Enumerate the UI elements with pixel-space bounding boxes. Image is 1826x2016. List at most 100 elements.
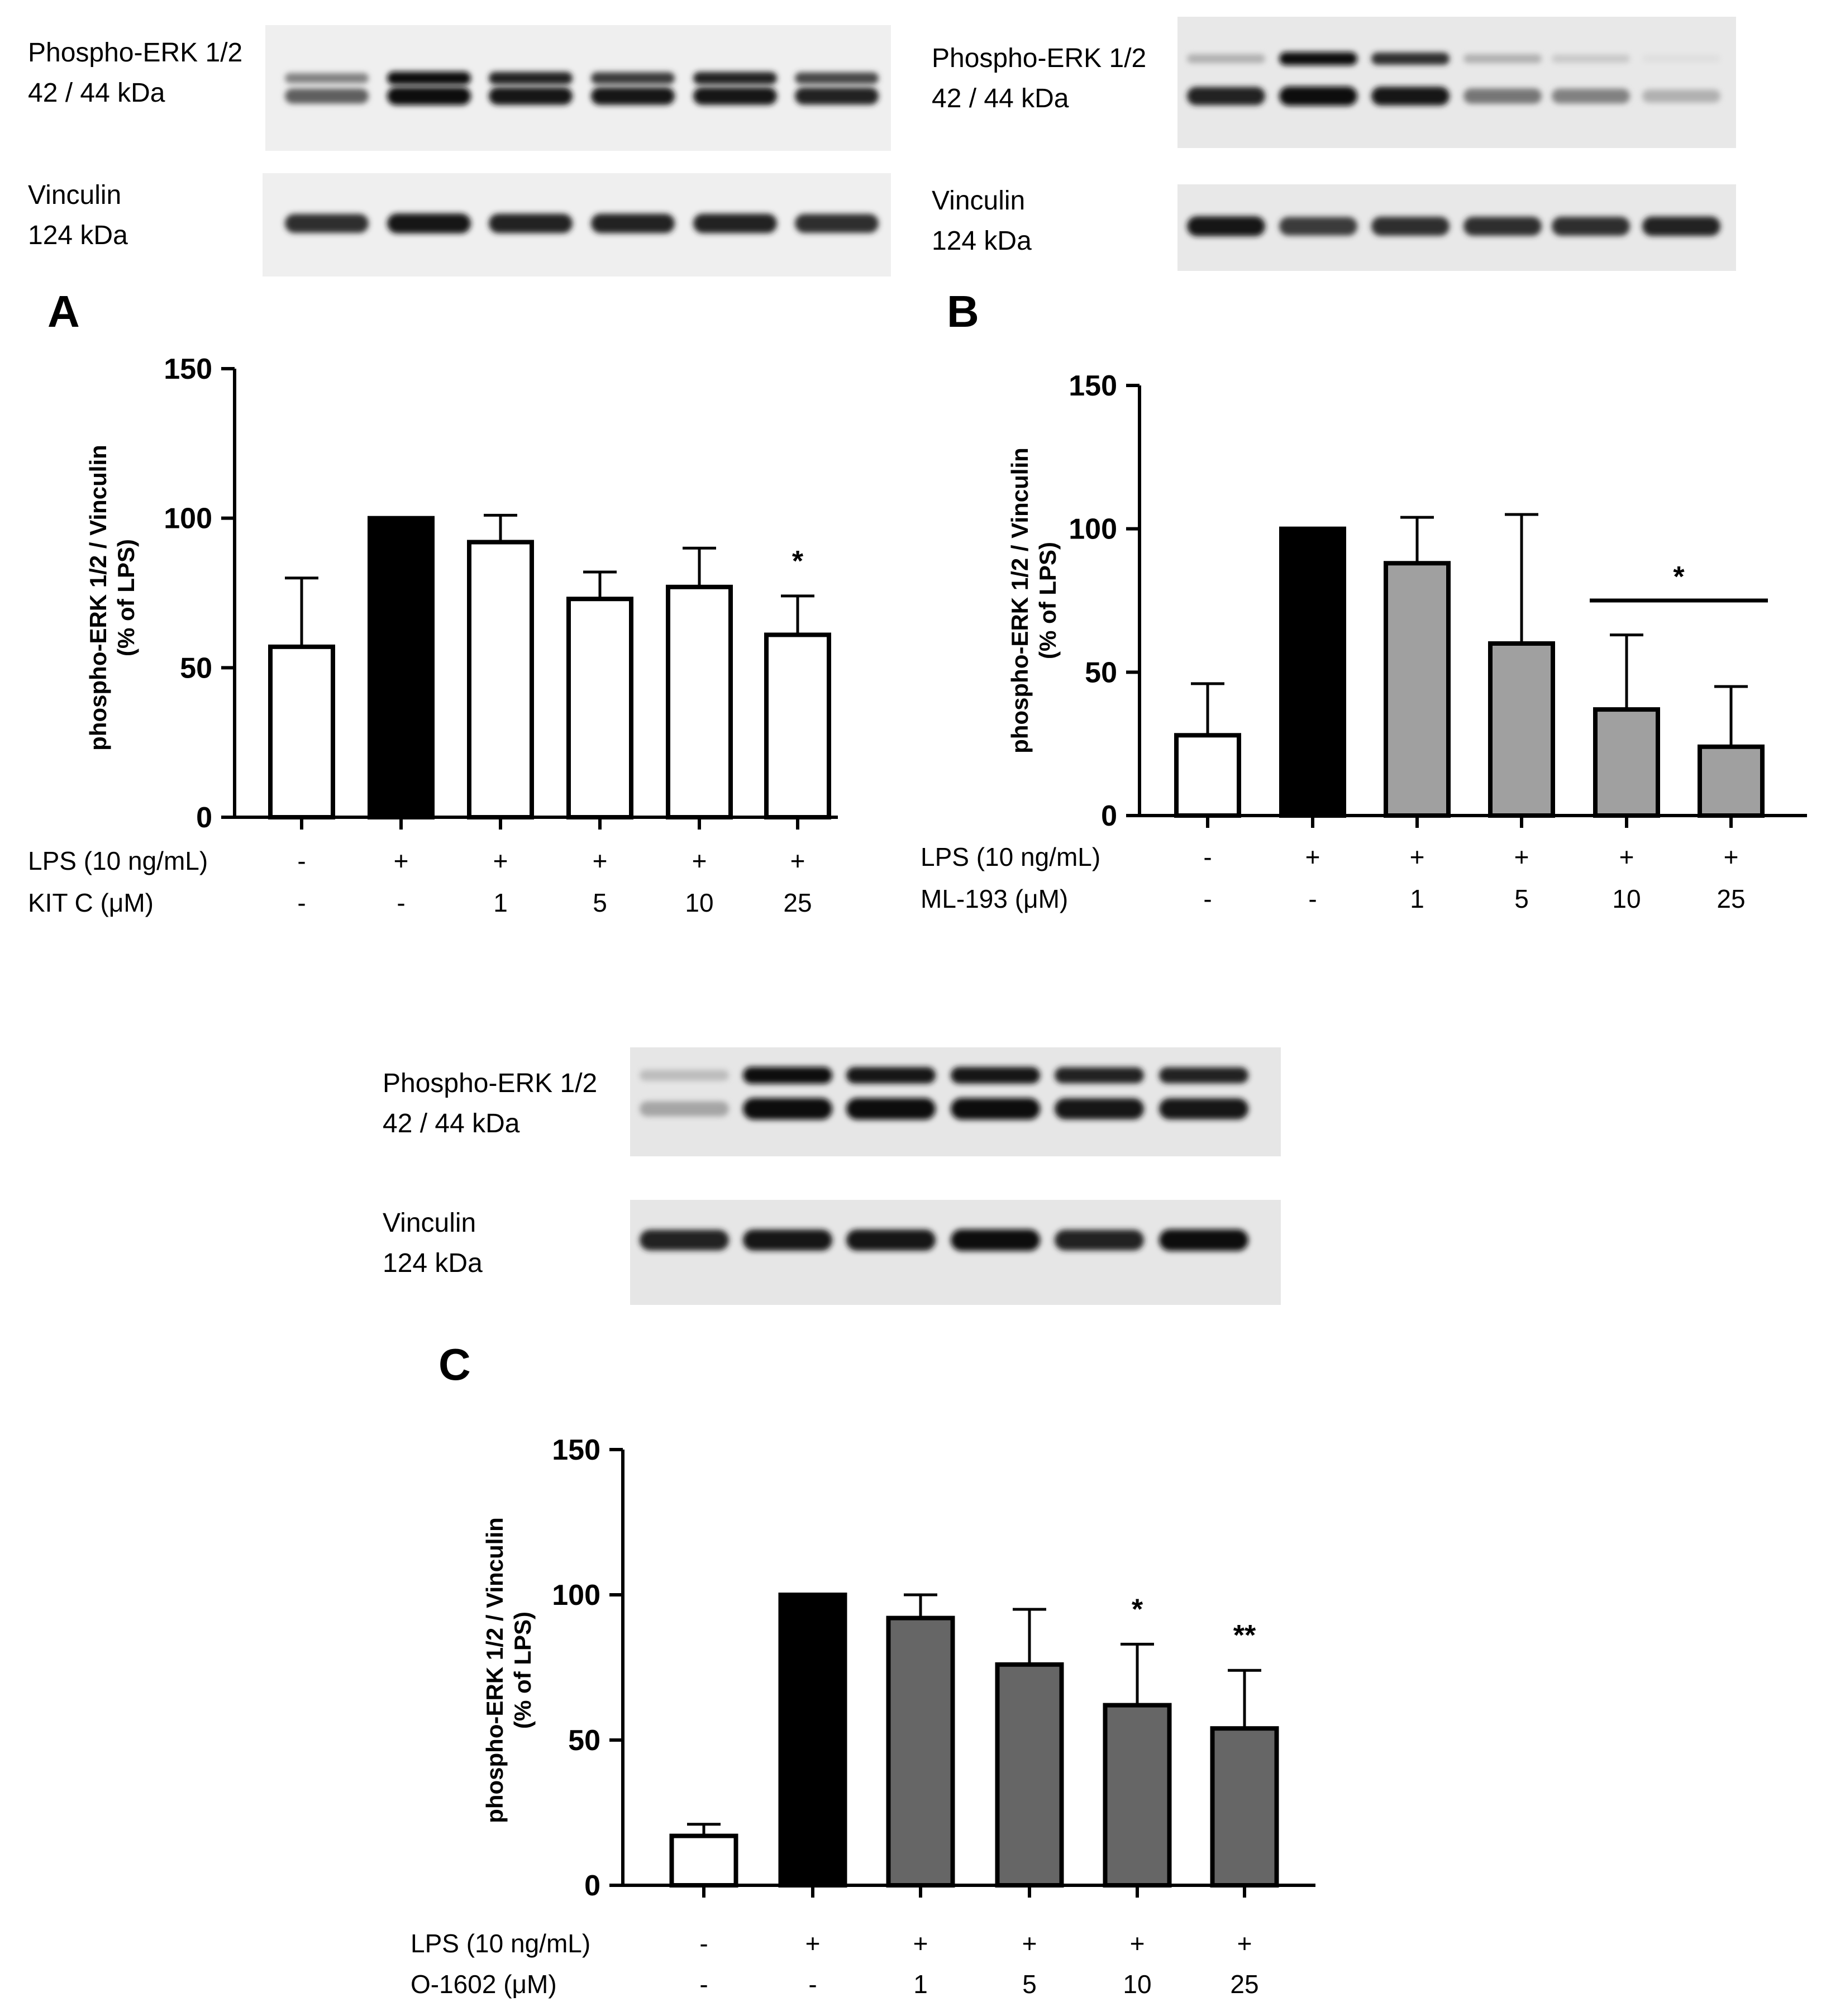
erk-blot-band bbox=[1055, 1067, 1144, 1084]
vinculin-blot-band bbox=[743, 1229, 832, 1251]
panel-a-y-axis-label-line1: phospho-ERK 1/2 / Vinculin bbox=[85, 445, 111, 751]
condition-value: - bbox=[397, 888, 405, 917]
vinculin-blot-background bbox=[630, 1200, 1281, 1305]
erk-blot-band bbox=[1187, 54, 1265, 63]
vinculin-blot-band bbox=[1463, 217, 1542, 236]
condition-value: + bbox=[1514, 842, 1529, 871]
vinculin-blot-band bbox=[1159, 1229, 1248, 1251]
erk-blot-background bbox=[265, 25, 891, 151]
y-tick-label: 100 bbox=[1069, 513, 1117, 546]
vinculin-blot-band bbox=[1279, 217, 1357, 236]
panel-a-y-axis-label-line2: (% of LPS) bbox=[113, 539, 139, 656]
erk-blot-band bbox=[591, 72, 675, 84]
erk-blot-band bbox=[387, 72, 471, 85]
erk-blot-band bbox=[640, 1101, 729, 1117]
erk-blot-band bbox=[489, 72, 573, 85]
condition-value: + bbox=[805, 1929, 821, 1958]
bar bbox=[886, 1615, 955, 1888]
panel-a-vinculin-label-line1: Vinculin bbox=[28, 180, 121, 210]
erk-blot-band bbox=[1552, 88, 1630, 104]
erk-blot-band bbox=[795, 72, 879, 84]
vinculin-blot-band bbox=[591, 213, 675, 233]
erk-blot-band bbox=[1055, 1098, 1144, 1119]
condition-value: - bbox=[1308, 884, 1317, 913]
panel-c-vinculin-label-line1: Vinculin bbox=[383, 1208, 476, 1238]
panel-b-vinculin-blot bbox=[1177, 184, 1736, 271]
y-tick-label: 50 bbox=[180, 652, 212, 684]
erk-blot-band bbox=[951, 1067, 1040, 1084]
condition-value: - bbox=[297, 846, 306, 875]
vinculin-blot-band bbox=[846, 1229, 936, 1251]
erk-blot-band bbox=[285, 73, 369, 84]
panel-a-erk-label-line2: 42 / 44 kDa bbox=[28, 78, 165, 108]
panel-b-erk-label-line2: 42 / 44 kDa bbox=[932, 84, 1069, 113]
condition-value: + bbox=[1619, 842, 1634, 871]
erk-blot-band bbox=[1463, 54, 1542, 63]
condition-value: + bbox=[1410, 842, 1425, 871]
condition-value: 1 bbox=[1410, 884, 1424, 913]
panel-c-vinculin-blot bbox=[630, 1200, 1281, 1305]
bar bbox=[1103, 1703, 1172, 1888]
bar bbox=[467, 540, 534, 819]
condition-value: - bbox=[1203, 884, 1212, 913]
condition-value: 1 bbox=[913, 1970, 928, 1999]
condition-value: + bbox=[1022, 1929, 1037, 1958]
condition-value: + bbox=[593, 846, 608, 875]
condition-value: + bbox=[692, 846, 707, 875]
erk-blot-band bbox=[795, 87, 879, 105]
condition-value: 1 bbox=[493, 888, 508, 917]
erk-blot-band bbox=[1642, 55, 1720, 63]
bar bbox=[1593, 707, 1660, 818]
erk-blot-band bbox=[846, 1098, 936, 1120]
condition-value: - bbox=[808, 1970, 817, 1999]
y-tick-label: 150 bbox=[552, 1434, 600, 1466]
panel-c-erk-label-line1: Phospho-ERK 1/2 bbox=[383, 1069, 597, 1098]
bar bbox=[764, 632, 831, 819]
significance-marker: ** bbox=[1233, 1619, 1256, 1652]
panel-c-erk-blot bbox=[630, 1047, 1281, 1156]
condition-value: + bbox=[1237, 1929, 1252, 1958]
panel-b: Phospho-ERK 1/2 42 / 44 kDa Vinculin 124… bbox=[921, 17, 1807, 913]
erk-blot-band bbox=[640, 1070, 729, 1081]
panel-b-erk-blot bbox=[1177, 17, 1736, 148]
erk-blot-band bbox=[489, 87, 573, 105]
condition-value: + bbox=[493, 846, 508, 875]
y-tick-label: 50 bbox=[568, 1724, 600, 1757]
vinculin-blot-band bbox=[951, 1229, 1040, 1251]
panel-b-condition-table: LPS (10 ng/mL) - + + + + + ML-193 (μM) - - 1 5 10 25 bbox=[921, 842, 1746, 913]
condition-value: + bbox=[790, 846, 805, 875]
erk-blot-band bbox=[693, 72, 777, 85]
erk-blot-band bbox=[846, 1067, 936, 1084]
y-tick-label: 0 bbox=[584, 1870, 600, 1902]
condition-row-label: LPS (10 ng/mL) bbox=[921, 842, 1100, 871]
vinculin-blot-band bbox=[640, 1229, 729, 1251]
panel-c-chart: phospho-ERK 1/2 / Vinculin (% of LPS) 0 5… bbox=[481, 1434, 1315, 1902]
vinculin-blot-band bbox=[387, 213, 471, 233]
panel-b-vinculin-label-line2: 124 kDa bbox=[932, 226, 1032, 256]
panel-a-vinculin-blot bbox=[263, 173, 891, 277]
panel-a-erk-label-line1: Phospho-ERK 1/2 bbox=[28, 38, 242, 68]
bar bbox=[1279, 526, 1346, 818]
vinculin-blot-band bbox=[1055, 1229, 1144, 1251]
condition-value: - bbox=[297, 888, 306, 917]
condition-value: - bbox=[1203, 842, 1212, 871]
condition-row-label: O-1602 (μM) bbox=[411, 1970, 557, 1999]
panel-b-erk-label-line1: Phospho-ERK 1/2 bbox=[932, 44, 1146, 73]
vinculin-blot-band bbox=[795, 214, 879, 233]
vinculin-blot-band bbox=[489, 213, 573, 233]
vinculin-blot-band bbox=[693, 213, 777, 233]
bar bbox=[995, 1662, 1064, 1888]
condition-value: - bbox=[699, 1970, 708, 1999]
panel-c-y-axis-label-line2: (% of LPS) bbox=[509, 1612, 536, 1729]
erk-blot-band bbox=[1463, 88, 1542, 104]
erk-blot-band bbox=[591, 87, 675, 105]
panel-a: Phospho-ERK 1/2 42 / 44 kDa Vinculin 124… bbox=[28, 25, 891, 917]
condition-value: + bbox=[394, 846, 409, 875]
condition-row-label: ML-193 (μM) bbox=[921, 884, 1068, 913]
significance-marker: * bbox=[792, 545, 804, 578]
erk-blot-band bbox=[1159, 1098, 1248, 1119]
condition-row-label: LPS (10 ng/mL) bbox=[28, 846, 208, 875]
erk-blot-band bbox=[743, 1066, 832, 1084]
panel-b-letter: B bbox=[947, 287, 979, 336]
